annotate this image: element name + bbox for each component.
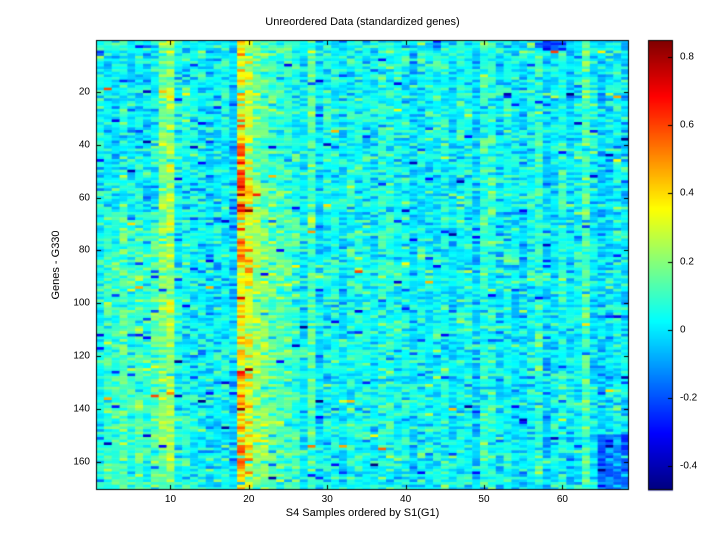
x-axis-label: S4 Samples ordered by S1(G1) — [285, 507, 440, 519]
chart-title: Unreordered Data (standardized genes) — [265, 16, 460, 28]
y-axis-label: Genes - G330 — [50, 230, 62, 300]
